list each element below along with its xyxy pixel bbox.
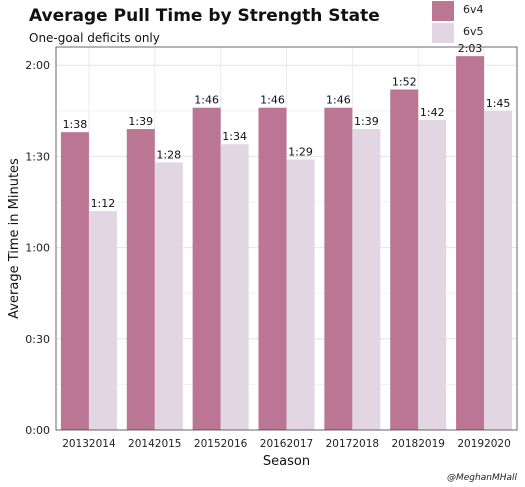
legend-item-6v4: 6v4 xyxy=(428,0,525,22)
data-label-6v5-20162017: 1:29 xyxy=(288,146,313,159)
legend-swatch-6v4 xyxy=(432,1,454,21)
x-tick-label: 20152016 xyxy=(194,438,248,450)
chart-title: Average Pull Time by Strength State xyxy=(29,6,380,26)
data-label-6v5-20172018: 1:39 xyxy=(354,115,379,128)
bar-6v4-20132014 xyxy=(60,132,89,430)
x-tick-label: 20182019 xyxy=(391,438,444,450)
data-label-6v4-20152016: 1:46 xyxy=(194,94,219,107)
y-tick-label: 1:30 xyxy=(25,150,50,163)
x-tick-label: 20192020 xyxy=(457,438,510,450)
bar-6v4-20152016 xyxy=(192,107,221,431)
bar-6v5-20192020 xyxy=(484,110,513,430)
credit-text: @MeghanMHall xyxy=(447,473,517,483)
bar-6v4-20162017 xyxy=(258,107,287,431)
x-tick-label: 20132014 xyxy=(62,438,116,450)
bar-6v4-20172018 xyxy=(324,107,353,431)
x-tick-label: 20172018 xyxy=(326,438,379,450)
x-axis-title: Season xyxy=(263,454,310,469)
y-axis-title: Average Time in Minutes xyxy=(7,158,22,319)
data-label-6v4-20162017: 1:46 xyxy=(260,94,285,107)
x-tick-label: 20162017 xyxy=(260,438,313,450)
legend-label-6v4: 6v4 xyxy=(463,3,484,16)
data-label-6v5-20152016: 1:34 xyxy=(222,130,247,143)
legend: 6v4 6v5 xyxy=(428,0,525,44)
bar-6v4-20142015 xyxy=(126,129,155,431)
data-label-6v5-20132014: 1:12 xyxy=(91,197,116,210)
bar-6v5-20152016 xyxy=(220,144,249,430)
bar-6v5-20172018 xyxy=(352,129,381,431)
data-label-6v4-20142015: 1:39 xyxy=(128,115,153,128)
y-tick-label: 0:00 xyxy=(25,424,50,437)
legend-item-6v5: 6v5 xyxy=(428,22,525,44)
y-tick-label: 2:00 xyxy=(25,59,50,72)
legend-label-6v5: 6v5 xyxy=(463,25,484,38)
legend-swatch-6v5 xyxy=(432,23,454,43)
y-tick-label: 0:30 xyxy=(25,333,50,346)
data-label-6v4-20172018: 1:46 xyxy=(326,94,351,107)
data-label-6v5-20192020: 1:45 xyxy=(486,97,511,110)
y-tick-label: 1:00 xyxy=(25,242,50,255)
bar-6v5-20182019 xyxy=(418,119,447,430)
bar-6v5-20132014 xyxy=(88,211,117,430)
x-tick-label: 20142015 xyxy=(128,438,181,450)
bar-6v5-20162017 xyxy=(286,159,315,430)
bar-6v4-20182019 xyxy=(390,89,419,431)
data-label-6v5-20182019: 1:42 xyxy=(420,106,445,119)
bar-6v4-20192020 xyxy=(456,56,485,430)
data-label-6v4-20132014: 1:38 xyxy=(63,118,88,131)
data-label-6v4-20192020: 2:03 xyxy=(458,42,483,55)
chart-subtitle: One-goal deficits only xyxy=(29,31,160,45)
bar-6v5-20142015 xyxy=(154,162,183,430)
plot-frame xyxy=(55,46,518,431)
data-label-6v5-20142015: 1:28 xyxy=(156,148,181,161)
data-label-6v4-20182019: 1:52 xyxy=(392,75,417,88)
